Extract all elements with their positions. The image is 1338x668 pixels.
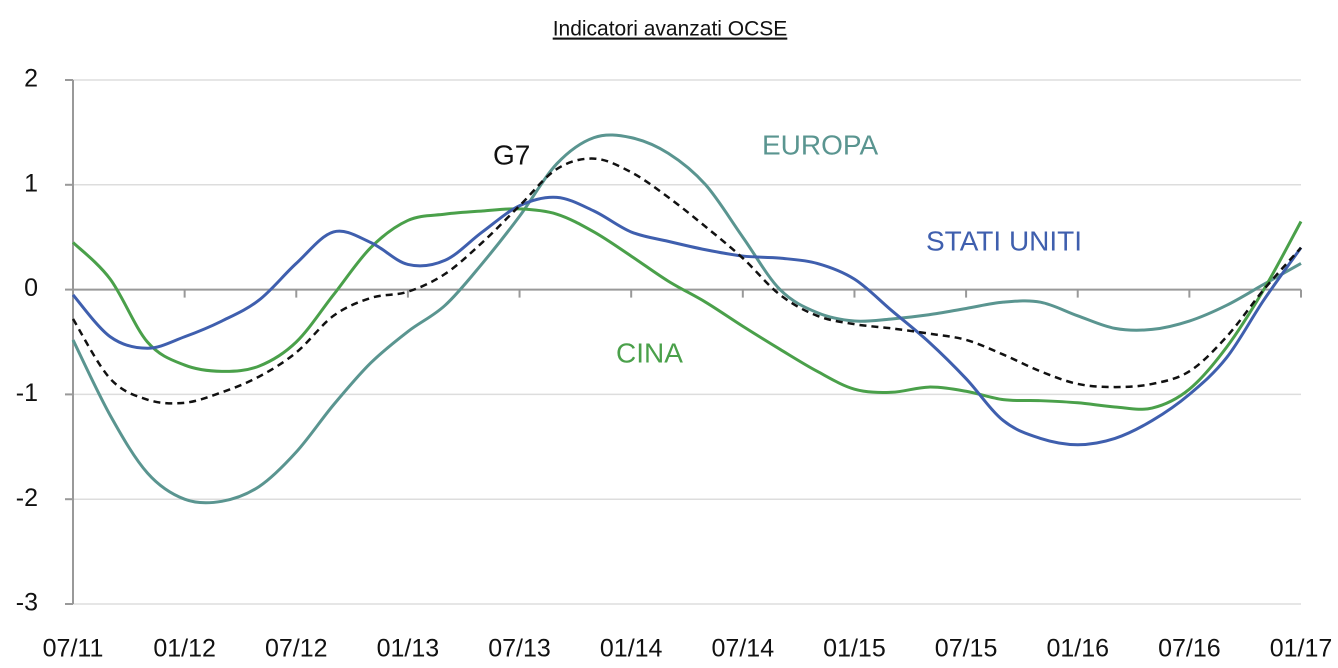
x-tick-label: 07/13 bbox=[488, 635, 551, 663]
y-tick-label: 1 bbox=[24, 169, 38, 197]
series-line bbox=[71, 207, 1303, 411]
x-tick-label: 01/16 bbox=[1046, 635, 1109, 663]
series-line bbox=[71, 133, 1302, 505]
series-label: EUROPA bbox=[762, 129, 878, 160]
y-tick-label: 0 bbox=[24, 274, 38, 302]
x-tick-label: 01/17 bbox=[1270, 635, 1333, 663]
x-tick-label: 07/12 bbox=[265, 635, 328, 663]
x-tick-label: 07/15 bbox=[935, 635, 998, 663]
series-label: G7 bbox=[493, 139, 530, 170]
y-tick-label: -2 bbox=[16, 484, 38, 512]
series-label: STATI UNITI bbox=[926, 225, 1082, 256]
x-tick-label: 07/14 bbox=[712, 635, 775, 663]
x-tick-label: 01/13 bbox=[377, 635, 440, 663]
x-tick-label: 07/16 bbox=[1158, 635, 1221, 663]
chart-title: Indicatori avanzati OCSE bbox=[553, 18, 788, 41]
x-tick-label: 07/11 bbox=[43, 635, 104, 663]
series-label: CINA bbox=[616, 337, 683, 368]
y-tick-label: -3 bbox=[16, 589, 38, 617]
y-tick-label: 2 bbox=[24, 65, 38, 93]
x-tick-label: 01/15 bbox=[823, 635, 886, 663]
x-tick-label: 01/12 bbox=[153, 635, 216, 663]
series-line bbox=[71, 195, 1303, 447]
y-tick-label: -1 bbox=[16, 379, 38, 407]
x-tick-label: 01/14 bbox=[600, 635, 663, 663]
series-line bbox=[71, 157, 1302, 405]
